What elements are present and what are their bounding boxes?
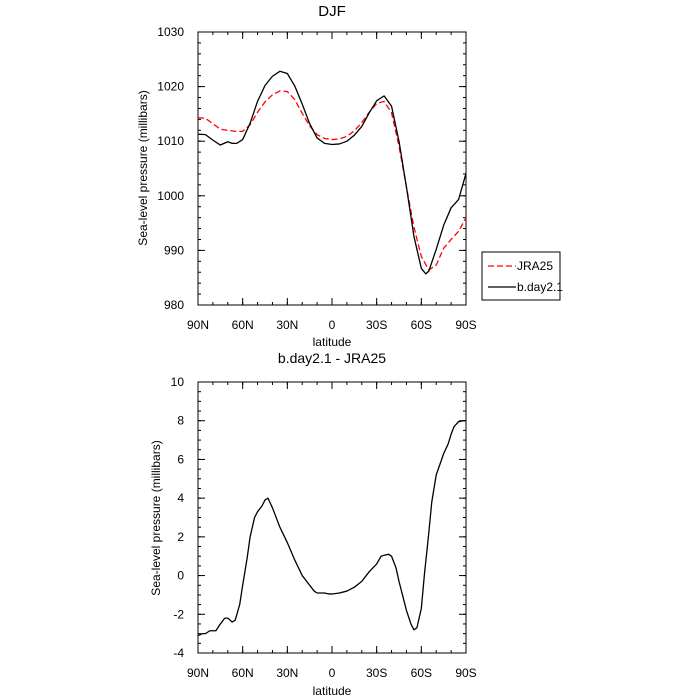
bottom-chart-series-difference-line — [197, 420, 466, 637]
top-chart-ticks: 90N 60N 30N 0 30S 60S 90S 980 990 1000 1010 1020 103… — [157, 25, 476, 332]
legend-label-jra25: JRA25 — [517, 259, 553, 273]
top-chart-y-tick-label: 1030 — [157, 25, 184, 39]
top-chart-y-axis-label: Sea-level pressure (millibars) — [136, 90, 150, 245]
bottom-chart-x-tick-label: 90N — [187, 666, 209, 680]
bottom-chart-y-tick-label: 2 — [177, 530, 184, 544]
legend-box — [481, 251, 561, 301]
top-chart-x-tick-label: 90N — [187, 318, 209, 332]
top-chart-title: DJF — [318, 3, 346, 20]
top-chart-y-tick-label: 1020 — [157, 80, 184, 94]
bottom-chart-y-tick-label: 4 — [177, 491, 184, 505]
bottom-chart-series — [197, 420, 466, 637]
top-chart-legend: JRA25 b.day2.1 — [481, 251, 563, 301]
bottom-chart-x-tick-label: 60N — [232, 666, 254, 680]
top-chart-x-axis-label: latitude — [313, 335, 352, 349]
bottom-chart-y-tick-label: 6 — [177, 452, 184, 466]
bottom-chart-x-tick-label: 30S — [366, 666, 387, 680]
top-chart-x-tick-label: 30N — [276, 318, 298, 332]
top-chart-y-tick-label: 990 — [164, 243, 184, 257]
bottom-chart-ticks: 90N 60N 30N 0 30S 60S 90S -4 -2 0 2 4 6 8 10 — [171, 375, 477, 680]
bottom-chart-title: b.day2.1 - JRA25 — [278, 350, 386, 366]
top-chart-x-tick-label: 60S — [411, 318, 432, 332]
legend-label-b-day2-1: b.day2.1 — [517, 280, 563, 294]
top-chart-y-tick-label: 1010 — [157, 134, 184, 148]
top-chart: DJF 90N 60N 30N 0 30S 60S 90S 980 990 1000 1010 102… — [136, 3, 563, 349]
top-chart-series — [197, 70, 467, 275]
top-chart-series-jra25-line — [197, 90, 467, 271]
bottom-chart: b.day2.1 - JRA25 90N 60N 30N 0 30S 60S 90S -4 -2… — [149, 350, 477, 698]
top-chart-x-tick-label: 90S — [455, 318, 476, 332]
bottom-chart-y-tick-label: 8 — [177, 414, 184, 428]
top-chart-x-tick-label: 30S — [366, 318, 387, 332]
bottom-chart-y-tick-label: 0 — [177, 569, 184, 583]
bottom-chart-x-axis-label: latitude — [313, 684, 352, 698]
bottom-chart-x-tick-label: 0 — [329, 666, 336, 680]
bottom-chart-x-tick-label: 90S — [455, 666, 476, 680]
top-chart-x-tick-label: 0 — [329, 318, 336, 332]
top-chart-x-tick-label: 60N — [232, 318, 254, 332]
top-chart-y-tick-label: 1000 — [157, 189, 184, 203]
bottom-chart-y-tick-label: -4 — [173, 646, 184, 660]
bottom-chart-x-tick-label: 30N — [276, 666, 298, 680]
bottom-chart-y-axis-label: Sea-level pressure (millibars) — [149, 440, 163, 595]
bottom-chart-x-tick-label: 60S — [411, 666, 432, 680]
bottom-chart-y-tick-label: 10 — [171, 375, 185, 389]
top-chart-series-b-day2-1-line — [197, 70, 467, 275]
top-chart-y-tick-label: 980 — [164, 298, 184, 312]
bottom-chart-y-tick-label: -2 — [173, 607, 184, 621]
